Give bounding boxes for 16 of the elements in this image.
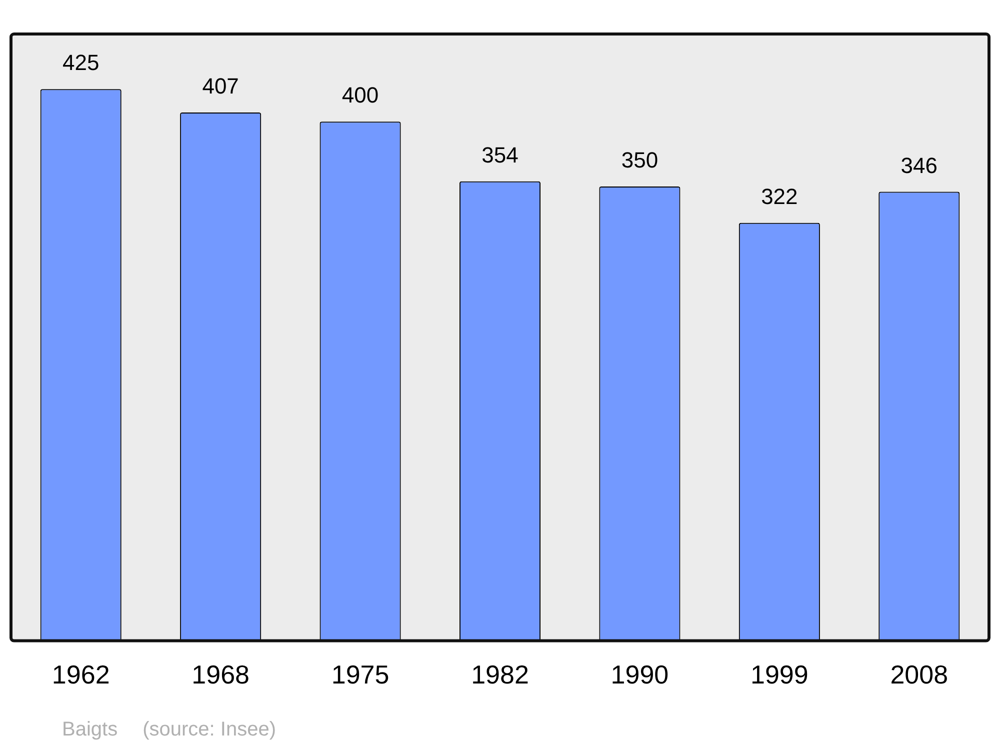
text: Baigts [62, 718, 118, 741]
data-label: 322 [761, 184, 798, 209]
x-tick-label: 1990 [610, 660, 669, 690]
data-label: 407 [202, 74, 239, 99]
x-tick-label: 2008 [890, 660, 948, 690]
data-label: 350 [621, 148, 658, 173]
x-tick-label: 1968 [192, 660, 250, 690]
x-tick-label: 1982 [471, 660, 529, 690]
x-tick-label: 1999 [750, 660, 808, 690]
text: (source: Insee) [142, 718, 276, 741]
data-label: 400 [342, 82, 379, 108]
data-label: 425 [62, 50, 100, 76]
x-tick-label: 1975 [331, 660, 390, 690]
data-label: 346 [900, 152, 938, 178]
data-label: 354 [482, 142, 518, 168]
x-tick-label: 1962 [52, 660, 110, 690]
